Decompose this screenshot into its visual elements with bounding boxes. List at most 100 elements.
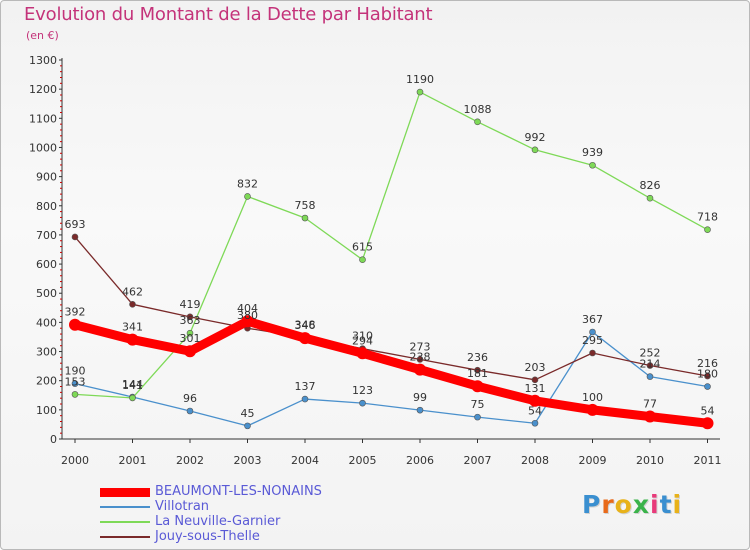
- series-line-3: [74, 236, 709, 381]
- y-tick-label: 0: [50, 433, 57, 446]
- y-tick-label: 500: [36, 287, 57, 300]
- data-point: [129, 301, 136, 308]
- y-tick-label: 1100: [29, 112, 57, 125]
- data-point: [416, 406, 424, 414]
- data-point: [529, 394, 541, 407]
- x-tick-label: 2000: [61, 454, 89, 467]
- data-label: 273: [410, 340, 431, 353]
- data-point: [184, 345, 196, 358]
- y-tick-label: 100: [36, 404, 57, 417]
- data-point: [301, 395, 309, 403]
- chart-subtitle: (en €): [26, 29, 59, 42]
- y-tick-label: 900: [36, 171, 57, 184]
- data-label: 96: [183, 392, 197, 405]
- x-tick-label: 2009: [579, 454, 607, 467]
- series-line-1: [74, 331, 709, 427]
- data-label: 718: [697, 211, 718, 224]
- y-tick-label: 300: [36, 346, 57, 359]
- data-point: [359, 399, 366, 407]
- data-label: 75: [471, 398, 485, 411]
- data-label: 294: [352, 334, 373, 347]
- y-tick-label: 600: [36, 258, 57, 271]
- data-label: 180: [697, 368, 718, 381]
- data-label: 693: [65, 218, 86, 231]
- x-tick-label: 2011: [694, 454, 722, 467]
- data-point: [186, 313, 194, 321]
- data-point: [531, 376, 539, 384]
- data-label: 144: [122, 378, 143, 391]
- data-label: 214: [640, 358, 661, 371]
- y-tick-label: 1300: [29, 54, 57, 67]
- data-point: [589, 161, 596, 169]
- data-label: 363: [180, 314, 201, 327]
- data-label: 238: [410, 351, 431, 364]
- data-label: 236: [467, 351, 488, 364]
- data-label: 615: [352, 241, 373, 254]
- data-label: 1190: [406, 73, 434, 86]
- data-point: [474, 118, 481, 126]
- data-point: [359, 256, 366, 264]
- data-point: [646, 194, 654, 202]
- data-label: 295: [582, 334, 603, 347]
- x-tick-label: 2005: [349, 454, 377, 467]
- x-tick-label: 2002: [176, 454, 204, 467]
- data-point: [356, 347, 369, 360]
- x-tick-label: 2006: [406, 454, 434, 467]
- x-tick-label: 2010: [636, 454, 664, 467]
- data-label: 380: [237, 309, 258, 322]
- data-label: 54: [701, 404, 715, 417]
- data-point: [704, 226, 711, 233]
- data-label: 367: [582, 313, 603, 326]
- data-point: [414, 363, 426, 376]
- data-point: [416, 88, 424, 96]
- data-label: 131: [525, 382, 546, 395]
- legend-label: La Neuville-Garnier: [155, 514, 281, 529]
- data-point: [186, 407, 194, 415]
- data-point: [646, 373, 654, 380]
- data-point: [531, 146, 539, 154]
- line-chart: 0 100 200 300 400 500 600 700 800 900 1000 1100 1200…: [29, 54, 722, 467]
- data-label: 301: [180, 332, 201, 345]
- series-line-2: [74, 91, 709, 399]
- data-point: [701, 417, 714, 430]
- data-label: 392: [65, 306, 86, 319]
- data-label: 137: [295, 380, 316, 393]
- proxiti-logo: Proxiti: [582, 490, 683, 519]
- data-label: 153: [65, 375, 86, 388]
- legend-label: Villotran: [155, 499, 210, 514]
- data-point: [589, 349, 596, 357]
- data-point: [186, 329, 194, 337]
- y-tick-label: 200: [36, 375, 57, 388]
- data-label: 419: [180, 298, 201, 311]
- data-label: 341: [122, 321, 143, 334]
- data-label: 181: [467, 367, 488, 380]
- data-point: [416, 356, 424, 363]
- data-label: 141: [122, 379, 143, 392]
- x-tick-label: 2008: [521, 454, 549, 467]
- y-tick-label: 800: [36, 200, 57, 213]
- legend-swatch: [100, 506, 150, 508]
- data-label: 45: [241, 407, 255, 420]
- data-label: 190: [65, 365, 86, 378]
- data-point: [704, 383, 711, 390]
- data-point: [129, 394, 136, 402]
- legend-swatch: [100, 487, 150, 497]
- data-point: [244, 422, 251, 430]
- data-point: [704, 372, 711, 380]
- data-point: [69, 318, 81, 331]
- y-tick-label: 400: [36, 316, 57, 329]
- data-label: 203: [525, 361, 546, 374]
- y-tick-label: 1000: [29, 141, 57, 154]
- data-point: [646, 362, 654, 369]
- data-label: 77: [643, 398, 657, 411]
- data-label: 348: [295, 319, 316, 332]
- data-label: 826: [640, 179, 661, 192]
- legend-label: BEAUMONT-LES-NONAINS: [155, 484, 322, 499]
- data-label: 252: [640, 347, 661, 360]
- data-label: 462: [122, 285, 143, 298]
- data-label: 832: [237, 177, 258, 190]
- x-tick-label: 2003: [234, 454, 262, 467]
- data-point: [586, 403, 599, 416]
- x-tick-label: 2004: [291, 454, 319, 467]
- data-label: 99: [413, 391, 427, 404]
